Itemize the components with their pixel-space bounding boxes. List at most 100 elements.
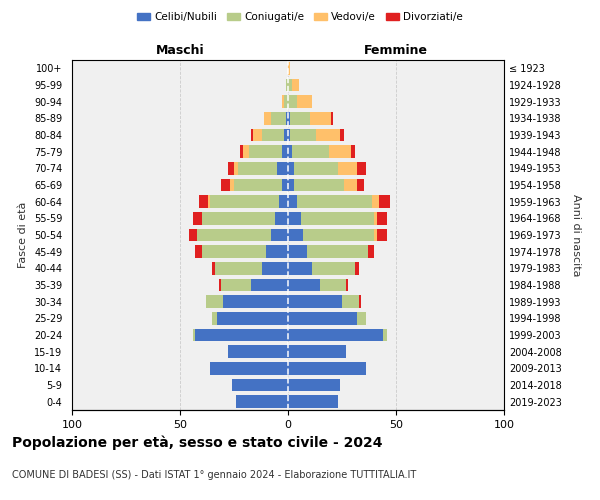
Bar <box>357 179 364 192</box>
Bar <box>340 129 344 141</box>
Bar <box>284 129 288 141</box>
Bar <box>288 279 320 291</box>
Bar <box>277 162 288 174</box>
Bar <box>251 279 288 291</box>
Bar <box>236 396 288 408</box>
Text: COMUNE DI BADESI (SS) - Dati ISTAT 1° gennaio 2024 - Elaborazione TUTTITALIA.IT: COMUNE DI BADESI (SS) - Dati ISTAT 1° ge… <box>12 470 416 480</box>
Bar <box>372 196 379 208</box>
Bar <box>275 212 288 224</box>
Bar <box>355 262 359 274</box>
Bar <box>212 312 217 324</box>
Bar <box>199 196 208 208</box>
Bar <box>288 112 290 124</box>
Bar <box>232 379 288 391</box>
Bar <box>219 279 221 291</box>
Bar <box>202 212 275 224</box>
Bar <box>288 196 296 208</box>
Bar <box>238 162 277 174</box>
Bar <box>312 262 355 274</box>
Bar <box>288 96 296 108</box>
Bar <box>295 179 344 192</box>
Bar <box>271 112 286 124</box>
Bar <box>288 129 290 141</box>
Bar <box>286 112 288 124</box>
Bar <box>280 196 288 208</box>
Bar <box>288 246 307 258</box>
Bar <box>210 196 280 208</box>
Bar <box>292 79 299 92</box>
Bar <box>296 96 312 108</box>
Bar <box>195 329 288 341</box>
Bar <box>288 296 342 308</box>
Bar <box>346 279 349 291</box>
Bar <box>242 146 249 158</box>
Bar <box>301 212 374 224</box>
Text: Popolazione per età, sesso e stato civile - 2024: Popolazione per età, sesso e stato civil… <box>12 435 383 450</box>
Bar <box>344 179 357 192</box>
Bar <box>193 329 195 341</box>
Text: Maschi: Maschi <box>155 44 205 57</box>
Bar <box>292 146 329 158</box>
Bar <box>374 229 377 241</box>
Bar <box>271 229 288 241</box>
Bar <box>249 146 281 158</box>
Bar <box>290 129 316 141</box>
Bar <box>288 379 340 391</box>
Bar <box>281 179 288 192</box>
Bar <box>286 79 288 92</box>
Y-axis label: Anni di nascita: Anni di nascita <box>571 194 581 276</box>
Bar <box>383 329 388 341</box>
Bar <box>338 162 357 174</box>
Y-axis label: Fasce di età: Fasce di età <box>19 202 28 268</box>
Bar <box>310 112 331 124</box>
Bar <box>288 362 366 374</box>
Bar <box>281 146 288 158</box>
Bar <box>288 312 357 324</box>
Bar <box>221 179 230 192</box>
Bar <box>288 179 295 192</box>
Bar <box>262 262 288 274</box>
Legend: Celibi/Nubili, Coniugati/e, Vedovi/e, Divorziati/e: Celibi/Nubili, Coniugati/e, Vedovi/e, Di… <box>133 8 467 26</box>
Bar <box>379 196 389 208</box>
Bar <box>288 229 303 241</box>
Bar <box>357 312 366 324</box>
Bar <box>215 262 262 274</box>
Bar <box>368 246 374 258</box>
Bar <box>212 262 215 274</box>
Bar <box>342 296 359 308</box>
Bar <box>288 62 290 74</box>
Bar <box>251 129 253 141</box>
Bar <box>206 296 223 308</box>
Bar <box>202 246 266 258</box>
Bar <box>288 262 312 274</box>
Bar <box>193 212 202 224</box>
Bar <box>331 112 334 124</box>
Bar <box>241 146 242 158</box>
Bar <box>227 346 288 358</box>
Bar <box>264 112 271 124</box>
Bar <box>288 329 383 341</box>
Bar <box>197 229 271 241</box>
Bar <box>223 296 288 308</box>
Bar <box>234 162 238 174</box>
Bar <box>266 246 288 258</box>
Bar <box>208 196 210 208</box>
Bar <box>377 212 388 224</box>
Bar <box>221 279 251 291</box>
Bar <box>281 96 284 108</box>
Bar <box>234 179 281 192</box>
Bar <box>377 229 388 241</box>
Bar <box>288 162 295 174</box>
Bar <box>288 396 338 408</box>
Bar <box>253 129 262 141</box>
Bar <box>329 146 350 158</box>
Bar <box>288 346 346 358</box>
Bar <box>284 96 288 108</box>
Bar <box>288 212 301 224</box>
Bar <box>217 312 288 324</box>
Bar <box>188 229 197 241</box>
Bar <box>288 79 292 92</box>
Bar <box>210 362 288 374</box>
Text: Femmine: Femmine <box>364 44 428 57</box>
Bar <box>320 279 346 291</box>
